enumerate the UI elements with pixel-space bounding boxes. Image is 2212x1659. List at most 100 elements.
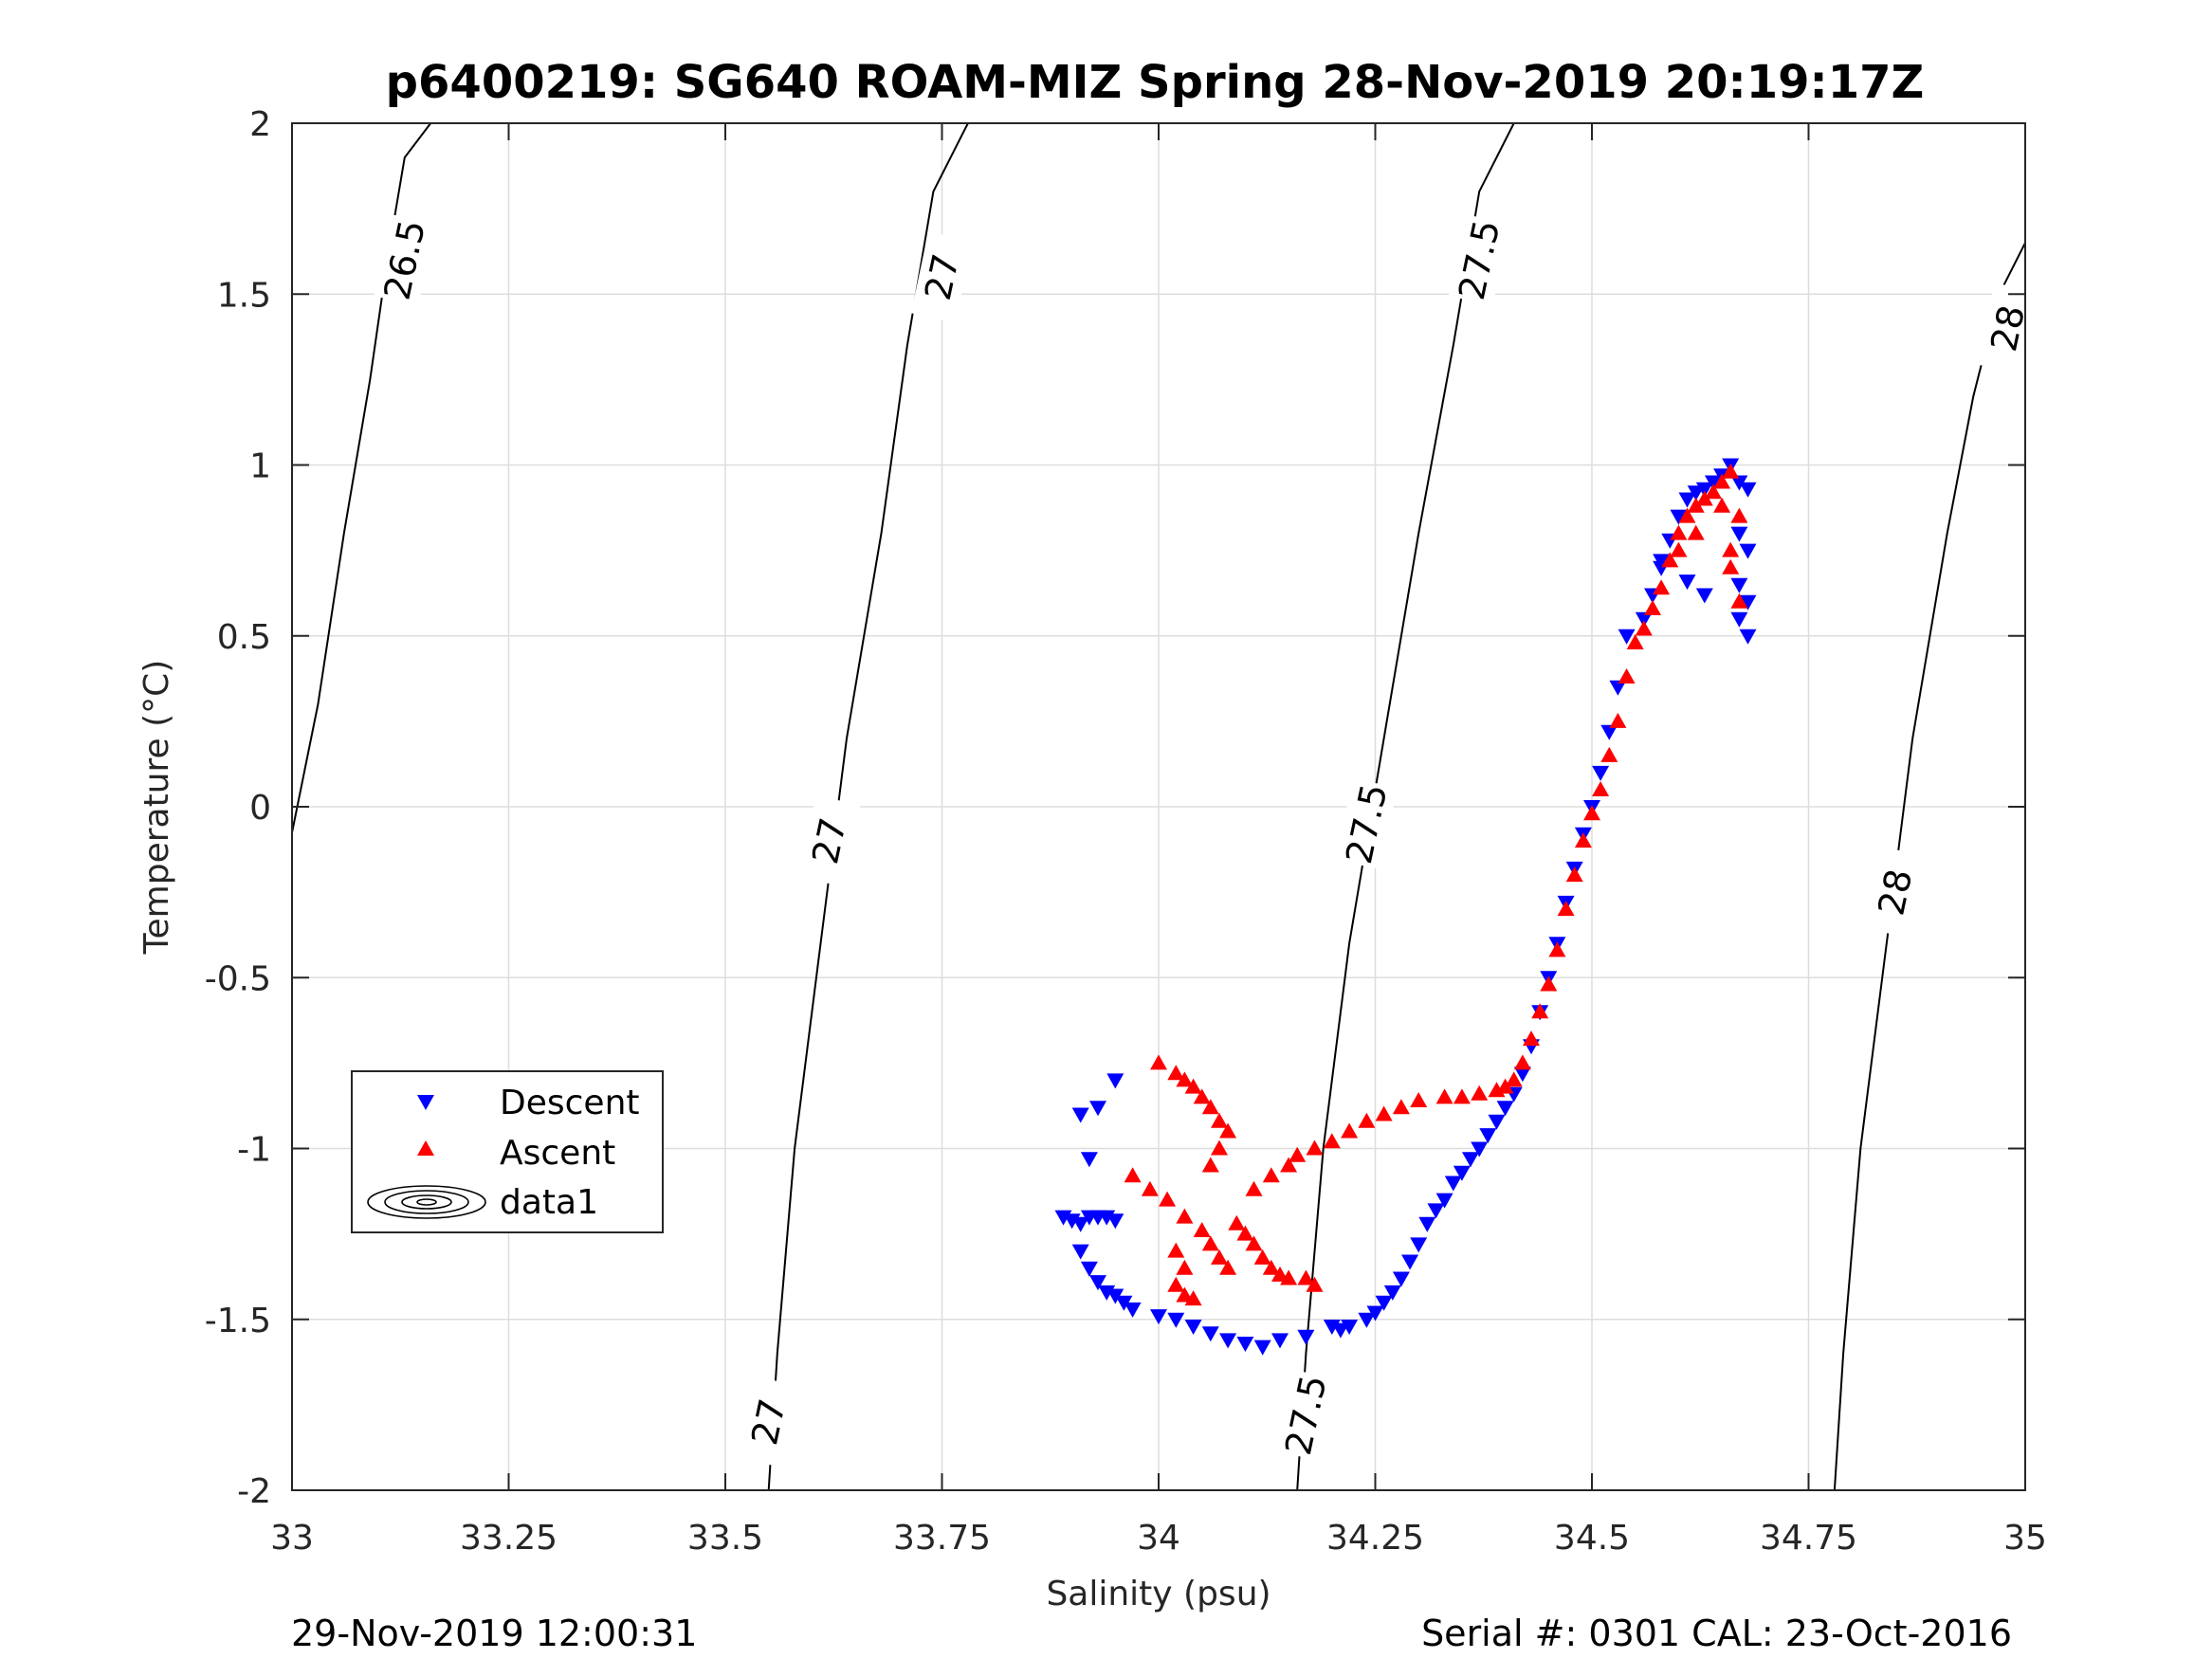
ascent-point bbox=[1557, 901, 1575, 917]
ascent-point bbox=[1687, 497, 1705, 513]
descent-point bbox=[1150, 1309, 1167, 1325]
ascent-point bbox=[1297, 1269, 1315, 1285]
ascent-point bbox=[1236, 1225, 1254, 1241]
y-tick-label: 0.5 bbox=[217, 618, 271, 657]
descent-point bbox=[1427, 1203, 1445, 1219]
ascent-point bbox=[1211, 1249, 1228, 1265]
contour-label-bg bbox=[1335, 777, 1398, 870]
y-tick-label: 2 bbox=[249, 105, 271, 144]
ascent-point bbox=[1626, 634, 1644, 649]
x-tick-label: 35 bbox=[2003, 1519, 2047, 1558]
ascent-point bbox=[1253, 1249, 1271, 1265]
descent-point bbox=[1678, 574, 1696, 591]
descent-point bbox=[1695, 588, 1713, 604]
descent-point bbox=[1730, 475, 1748, 491]
legend-descent-marker bbox=[417, 1095, 434, 1110]
descent-point bbox=[1271, 1333, 1289, 1349]
descent-point bbox=[1695, 482, 1713, 498]
ascent-point bbox=[1245, 1180, 1263, 1196]
ascent-point bbox=[1375, 1105, 1393, 1121]
descent-point bbox=[1513, 1066, 1531, 1083]
ascent-point bbox=[1176, 1071, 1194, 1087]
ascent-point bbox=[1592, 781, 1610, 796]
legend-descent-label: Descent bbox=[500, 1084, 640, 1122]
x-tick-labels: 33 33.25 33.5 33.75 34 34.25 34.5 34.75 35 bbox=[270, 1519, 2047, 1558]
contour-label-bg bbox=[1864, 847, 1927, 939]
descent-point bbox=[1401, 1254, 1419, 1270]
ascent-point bbox=[1600, 746, 1618, 762]
x-axis-label: Salinity (psu) bbox=[1046, 1575, 1271, 1613]
descent-point bbox=[1167, 1312, 1185, 1328]
contour-label-bg bbox=[738, 1376, 800, 1468]
ascent-point bbox=[1644, 599, 1661, 615]
ascent-point bbox=[1565, 866, 1583, 883]
ascent-point bbox=[1687, 524, 1705, 540]
y-tick-label: -2 bbox=[237, 1472, 271, 1511]
ascent-point bbox=[1184, 1290, 1202, 1306]
descent-point bbox=[1236, 1337, 1254, 1352]
descent-point bbox=[1488, 1114, 1506, 1130]
descent-point bbox=[1418, 1216, 1436, 1232]
descent-point bbox=[1730, 526, 1748, 542]
descent-point bbox=[1253, 1340, 1271, 1356]
ascent-point bbox=[1184, 1078, 1202, 1094]
ascent-point bbox=[1661, 552, 1679, 568]
descent-point bbox=[1410, 1237, 1428, 1253]
ascent-point bbox=[1323, 1133, 1341, 1149]
descent-point bbox=[1471, 1141, 1489, 1158]
ascent-point bbox=[1211, 1139, 1228, 1156]
ascent-point bbox=[1471, 1085, 1489, 1101]
contour-label: 27 bbox=[917, 250, 967, 303]
ascent-point bbox=[1513, 1054, 1531, 1070]
ascent-point bbox=[1618, 668, 1636, 684]
contour-label-bg bbox=[1448, 214, 1510, 306]
descent-point bbox=[1739, 629, 1757, 645]
descent-point bbox=[1106, 1288, 1124, 1304]
y-tick-labels: -2 -1.5 -1 -0.5 0 0.5 1 1.5 2 bbox=[205, 105, 271, 1511]
legend-ascent-marker bbox=[417, 1140, 434, 1156]
ascent-point bbox=[1531, 1003, 1549, 1019]
descent-point bbox=[1071, 1216, 1089, 1232]
descent-point bbox=[1297, 1329, 1315, 1345]
descent-point bbox=[1089, 1275, 1106, 1291]
ascent-point bbox=[1228, 1214, 1246, 1231]
y-tick-label: 1.5 bbox=[217, 276, 271, 315]
ascent-point bbox=[1358, 1112, 1376, 1128]
descent-point bbox=[1435, 1193, 1453, 1209]
descent-point bbox=[1653, 554, 1671, 570]
ascent-point bbox=[1730, 507, 1748, 523]
ascent-point bbox=[1219, 1122, 1237, 1139]
ascent-point bbox=[1262, 1167, 1280, 1183]
ascent-point bbox=[1548, 941, 1566, 957]
x-tick-label: 33 bbox=[270, 1519, 314, 1558]
data-series bbox=[1054, 458, 1757, 1356]
ascent-point bbox=[1167, 1242, 1185, 1258]
ascent-point bbox=[1678, 507, 1696, 523]
ascent-point bbox=[1176, 1208, 1194, 1224]
ascent-point bbox=[1540, 975, 1558, 992]
descent-point bbox=[1618, 629, 1636, 645]
ascent-point bbox=[1193, 1222, 1211, 1237]
contour-label-bg bbox=[374, 214, 436, 306]
descent-point bbox=[1739, 543, 1757, 559]
descent-point bbox=[1444, 1176, 1462, 1192]
descent-point bbox=[1462, 1152, 1479, 1168]
ascent-point bbox=[1289, 1146, 1307, 1162]
descent-point bbox=[1705, 475, 1722, 491]
descent-point bbox=[1496, 1101, 1514, 1117]
descent-point bbox=[1219, 1333, 1237, 1349]
ascent-point bbox=[1159, 1191, 1177, 1207]
ascent-point bbox=[1306, 1276, 1324, 1292]
x-tick-label: 33.75 bbox=[893, 1519, 991, 1558]
footer-timestamp: 29-Nov-2019 12:00:31 bbox=[291, 1613, 697, 1654]
contour-label: 28 bbox=[1870, 866, 1920, 919]
ascent-point bbox=[1670, 524, 1688, 540]
descent-point bbox=[1071, 1244, 1089, 1260]
ascent-point bbox=[1722, 463, 1740, 479]
x-tick-label: 34 bbox=[1137, 1519, 1180, 1558]
legend: Descent Ascent data1 bbox=[351, 1070, 664, 1233]
ascent-point bbox=[1410, 1092, 1428, 1107]
ascent-point bbox=[1280, 1157, 1298, 1173]
ascent-point bbox=[1392, 1099, 1410, 1115]
footer-serial-cal: Serial #: 0301 CAL: 23-Oct-2016 bbox=[1421, 1613, 2012, 1654]
